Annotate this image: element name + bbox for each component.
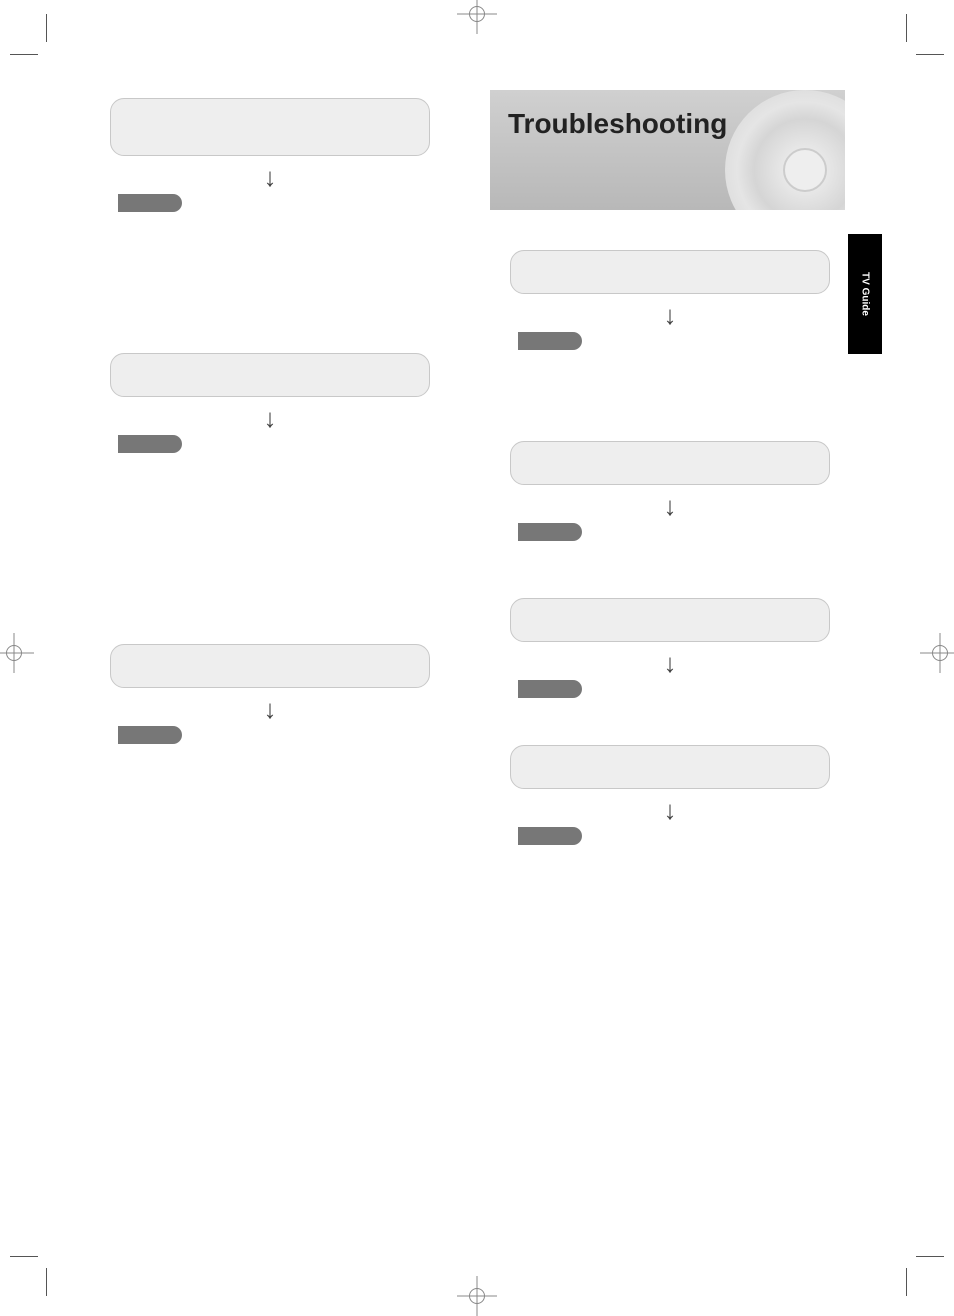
- section-title: Troubleshooting: [508, 108, 727, 140]
- qa-block: ↓: [490, 441, 850, 580]
- answer-tag: [518, 523, 582, 541]
- down-arrow-icon: ↓: [490, 650, 850, 676]
- question-box: [510, 441, 830, 485]
- down-arrow-icon: ↓: [490, 302, 850, 328]
- registration-mark-left: [0, 633, 34, 673]
- page-content: TV Guide ↓ ↓ ↓ Troubleshooting: [90, 90, 860, 1210]
- qa-block: ↓: [490, 250, 850, 423]
- crop-mark: [916, 54, 944, 55]
- answer-body: [490, 711, 850, 727]
- section-header: Troubleshooting: [490, 90, 845, 210]
- crop-mark: [46, 1268, 47, 1296]
- down-arrow-icon: ↓: [90, 164, 450, 190]
- crop-mark: [10, 54, 38, 55]
- answer-body: [490, 858, 850, 874]
- answer-tag: [118, 194, 182, 212]
- disc-graphic: [725, 90, 845, 210]
- question-box: [110, 353, 430, 397]
- answer-tag: [518, 827, 582, 845]
- question-box: [510, 745, 830, 789]
- answer-tag: [518, 680, 582, 698]
- crop-mark: [916, 1256, 944, 1257]
- crop-mark: [906, 14, 907, 42]
- qa-block: ↓: [490, 745, 850, 874]
- answer-body: [90, 466, 450, 626]
- question-box: [510, 598, 830, 642]
- answer-body: [490, 554, 850, 580]
- side-tab-label: TV Guide: [860, 272, 871, 316]
- crop-mark: [906, 1268, 907, 1296]
- question-box: [110, 644, 430, 688]
- side-tab-tv-guide: TV Guide: [848, 234, 882, 354]
- qa-block: ↓: [490, 598, 850, 727]
- qa-block: ↓: [90, 644, 450, 867]
- down-arrow-icon: ↓: [90, 405, 450, 431]
- answer-body: [490, 363, 850, 423]
- registration-mark-top: [457, 0, 497, 34]
- question-box: [110, 98, 430, 156]
- qa-block: ↓: [90, 353, 450, 626]
- left-column: ↓ ↓ ↓: [90, 90, 450, 885]
- crop-mark: [10, 1256, 38, 1257]
- registration-mark-bottom: [457, 1276, 497, 1316]
- qa-block: ↓: [90, 98, 450, 335]
- answer-tag: [118, 435, 182, 453]
- down-arrow-icon: ↓: [490, 797, 850, 823]
- down-arrow-icon: ↓: [90, 696, 450, 722]
- down-arrow-icon: ↓: [490, 493, 850, 519]
- answer-tag: [118, 726, 182, 744]
- question-box: [510, 250, 830, 294]
- registration-mark-right: [920, 633, 954, 673]
- right-column: Troubleshooting ↓ ↓ ↓ ↓: [490, 90, 850, 892]
- answer-body: [90, 757, 450, 867]
- answer-body: [90, 225, 450, 335]
- answer-tag: [518, 332, 582, 350]
- crop-mark: [46, 14, 47, 42]
